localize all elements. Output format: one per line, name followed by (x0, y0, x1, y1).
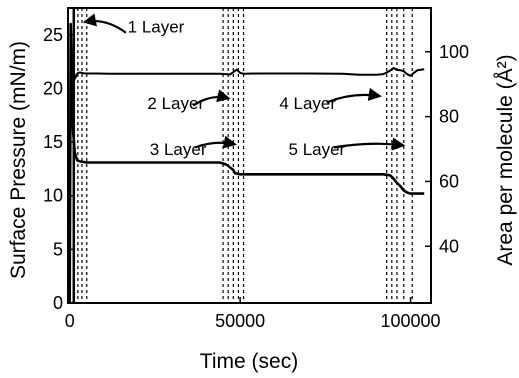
x-tick-label: 50000 (215, 311, 265, 331)
y-left-tick-label: 5 (53, 239, 63, 259)
y-left-tick-label: 15 (43, 132, 63, 152)
annotation-arrow-5 (333, 137, 406, 151)
annotation-arrow-4 (326, 87, 382, 104)
y-right-tick-label: 60 (439, 171, 459, 191)
y-right-tick-label: 80 (439, 107, 459, 127)
y-left-tick-label: 25 (43, 25, 63, 45)
layer-transfer-lines (72, 8, 413, 303)
annotation-arrow-3 (194, 135, 237, 149)
y-right-tick-label: 100 (439, 42, 469, 62)
annotation-arrow-2 (192, 89, 231, 107)
data-series (68, 22, 425, 304)
plot-frame (67, 7, 432, 304)
layer-annotations: 1 Layer 2 Layer 3 Layer 4 Layer 5 Layer (82, 13, 406, 159)
x-tick-label: 0 (65, 311, 75, 331)
y-left-tick-label: 0 (53, 293, 63, 313)
annotation-label-2: 2 Layer (147, 94, 204, 113)
series-line-1 (73, 67, 425, 80)
y-right-tick-label: 40 (439, 236, 459, 256)
annotation-label-1: 1 Layer (128, 18, 185, 37)
series-line-0 (68, 22, 425, 304)
annotation-label-4: 4 Layer (279, 94, 336, 113)
y-axis-right-label: Area per molecule (Å²) (494, 54, 517, 265)
annotation-label-3: 3 Layer (150, 140, 207, 159)
y-left-tick-label: 20 (43, 78, 63, 98)
annotation-label-5: 5 Layer (289, 140, 346, 159)
x-axis-label: Time (sec) (200, 350, 298, 373)
y-left-tick-label: 10 (43, 186, 63, 206)
y-axis-left-label: Surface Pressure (mN/m) (7, 41, 30, 279)
axis-ticks: 0 50000 100000 0 5 10 15 20 25 40 60 80 100 (43, 25, 469, 331)
x-tick-label: 100000 (381, 311, 441, 331)
annotation-arrow-1 (82, 13, 127, 34)
